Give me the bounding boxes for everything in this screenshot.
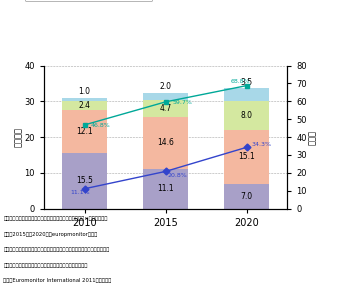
Text: 7.0: 7.0 xyxy=(241,192,253,201)
Text: ベトナム・シンガポール・マレーシア・フィリピン。: ベトナム・シンガポール・マレーシア・フィリピン。 xyxy=(3,263,88,268)
Bar xyxy=(143,169,188,209)
Text: 59.7%: 59.7% xyxy=(172,100,192,105)
Text: アジアとは中国・香港・台湾・韓国・インド・インドネシア・タイ・: アジアとは中国・香港・台湾・韓国・インド・インドネシア・タイ・ xyxy=(3,247,110,252)
Bar xyxy=(62,110,107,153)
Text: 68.8%: 68.8% xyxy=(231,79,250,84)
Bar xyxy=(143,93,188,100)
Text: 資料：Euromonitor International 2011から作成。: 資料：Euromonitor International 2011から作成。 xyxy=(3,278,112,283)
Text: 15.1: 15.1 xyxy=(238,152,255,161)
Bar xyxy=(62,98,107,101)
Text: 3.5: 3.5 xyxy=(241,78,253,87)
Text: 2.4: 2.4 xyxy=(78,101,91,110)
Text: 11.1: 11.1 xyxy=(157,184,174,193)
Bar xyxy=(62,101,107,110)
Text: 2015年、2020年はeuropmonitor推計。: 2015年、2020年はeuropmonitor推計。 xyxy=(3,232,98,237)
Text: 1.0: 1.0 xyxy=(78,87,91,96)
Legend: 低所得層
（5千ドル未満）, 下位中間層
（5～15千ドル未満）, 上位中間層
（15～35千ドル未満）, 富裕層
（35千ドル以上）, 上位中間層以上の比率（: 低所得層 （5千ドル未満）, 下位中間層 （5～15千ドル未満）, 上位中間層 … xyxy=(25,0,152,1)
Y-axis label: （億人）: （億人） xyxy=(14,127,23,147)
Bar xyxy=(143,100,188,117)
Text: 11.1%: 11.1% xyxy=(71,190,90,195)
Text: 12.1: 12.1 xyxy=(76,127,93,136)
Text: 8.0: 8.0 xyxy=(241,111,253,120)
Y-axis label: （％）: （％） xyxy=(308,130,317,145)
Bar xyxy=(62,153,107,209)
Text: 20.8%: 20.8% xyxy=(167,173,187,178)
Text: 15.5: 15.5 xyxy=(76,176,93,185)
Bar xyxy=(143,117,188,169)
Text: 2.0: 2.0 xyxy=(160,82,172,91)
Bar xyxy=(224,89,269,101)
Bar xyxy=(224,130,269,184)
Text: 14.6: 14.6 xyxy=(157,138,174,147)
Text: 備考：世帯可処分所得別の家計人口。各所得層の家計比率×人口で算出。: 備考：世帯可処分所得別の家計人口。各所得層の家計比率×人口で算出。 xyxy=(3,216,108,221)
Text: 4.7: 4.7 xyxy=(160,104,172,113)
Bar xyxy=(224,184,269,209)
Text: 46.8%: 46.8% xyxy=(91,123,111,128)
Bar xyxy=(224,101,269,130)
Text: 34.3%: 34.3% xyxy=(251,142,272,148)
